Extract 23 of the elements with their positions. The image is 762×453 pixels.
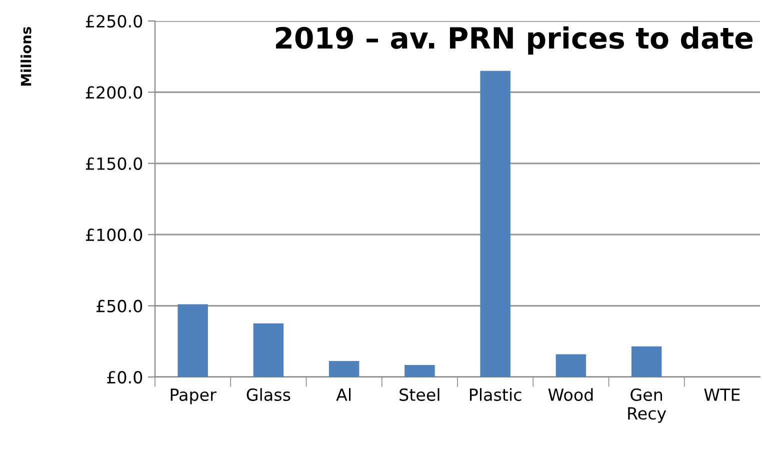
y-tick-label: £250.0: [86, 14, 142, 28]
x-tick-label: Gen Recy: [628, 388, 666, 423]
x-tick-label: WTE: [704, 388, 740, 401]
bar: [178, 304, 208, 377]
x-tick-label: Paper: [170, 388, 216, 404]
x-tick-label: Al: [336, 388, 351, 401]
bar: [253, 323, 284, 377]
bar: [404, 365, 435, 377]
y-tick-label: £200.0: [86, 86, 142, 99]
y-axis-title: Millions: [20, 26, 32, 86]
x-tick-label: Plastic: [470, 388, 522, 402]
x-tick-label: Glass: [246, 388, 290, 402]
y-tick-label: £150.0: [86, 157, 142, 170]
y-tick-label: £100.0: [86, 228, 142, 242]
bar: [480, 70, 510, 377]
y-tick-label: £0.0: [107, 370, 142, 384]
chart-title: 2019 – av. PRN prices to date: [276, 26, 753, 55]
bar: [328, 361, 360, 377]
bar: [631, 346, 662, 377]
x-tick-label: Steel: [400, 388, 440, 402]
bar: [556, 354, 586, 377]
x-tick-label: Wood: [548, 388, 593, 402]
y-tick-label: £50.0: [96, 300, 142, 312]
